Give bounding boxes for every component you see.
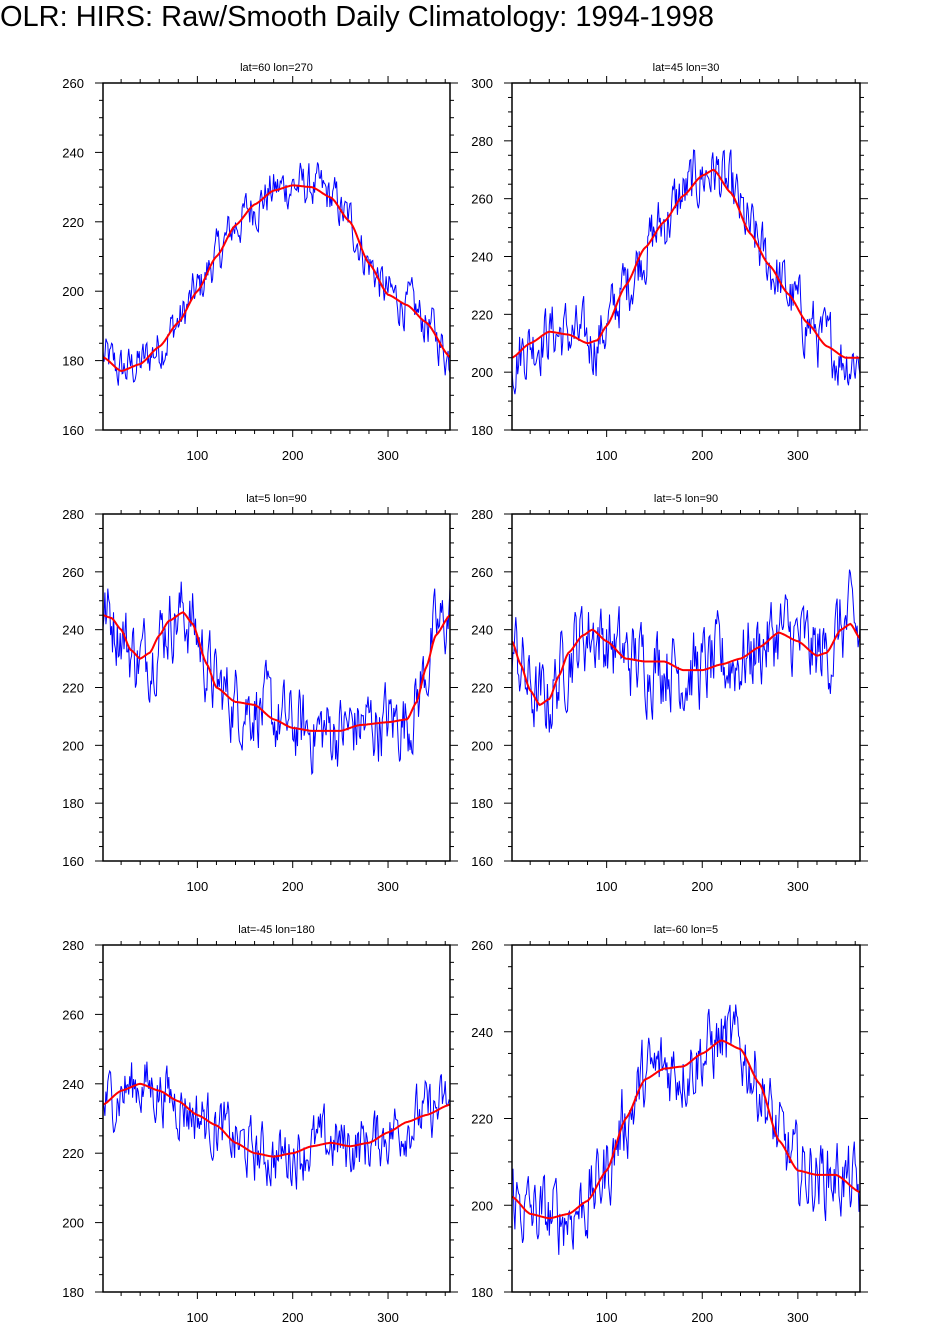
x-tick-label: 300 bbox=[377, 879, 399, 894]
smooth-series-line bbox=[102, 611, 451, 732]
y-tick-label: 200 bbox=[471, 738, 493, 753]
panel-5: lat=-45 lon=180 100 200 300 180 200 220 240 260 2… bbox=[62, 924, 458, 1325]
raw-series-line bbox=[511, 149, 861, 395]
y-tick-label: 180 bbox=[62, 796, 84, 811]
y-tick-label: 260 bbox=[471, 565, 493, 580]
x-tick-label: 100 bbox=[596, 1310, 618, 1325]
y-tick-label: 180 bbox=[471, 796, 493, 811]
y-tick-label: 240 bbox=[471, 1025, 493, 1040]
x-tick-label: 300 bbox=[377, 448, 399, 463]
chart-title: OLR: HIRS: Raw/Smooth Daily Climatology:… bbox=[0, 1, 715, 33]
raw-series-line bbox=[102, 162, 451, 386]
y-tick-label: 240 bbox=[62, 623, 84, 638]
panel-title: lat=-45 lon=180 bbox=[238, 924, 314, 936]
y-tick-label: 260 bbox=[62, 565, 84, 580]
y-tick-label: 160 bbox=[62, 854, 84, 869]
panel-2: lat=45 lon=30 100 200 300 180 200 220 240 260 280… bbox=[471, 62, 868, 463]
y-tick-label: 240 bbox=[471, 623, 493, 638]
y-tick-label: 180 bbox=[62, 354, 84, 369]
plot-frame bbox=[511, 82, 861, 431]
y-tick-label: 200 bbox=[62, 1216, 84, 1231]
smooth-series-line bbox=[511, 1039, 861, 1220]
y-tick-label: 200 bbox=[471, 1198, 493, 1213]
panel-3: lat=5 lon=90 100 200 300 160 180 200 220 240 260 2… bbox=[62, 493, 458, 894]
y-tick-label: 220 bbox=[471, 1112, 493, 1127]
x-tick-label: 300 bbox=[787, 448, 809, 463]
plot-frame bbox=[102, 513, 451, 862]
plot-frame bbox=[102, 82, 451, 431]
x-tick-label: 300 bbox=[787, 1310, 809, 1325]
panel-title: lat=-5 lon=90 bbox=[654, 493, 718, 505]
x-tick-label: 200 bbox=[282, 1310, 304, 1325]
y-tick-label: 280 bbox=[62, 507, 84, 522]
y-tick-label: 240 bbox=[62, 145, 84, 160]
x-tick-label: 300 bbox=[377, 1310, 399, 1325]
y-tick-label: 240 bbox=[471, 250, 493, 265]
y-tick-label: 160 bbox=[62, 423, 84, 438]
x-tick-label: 200 bbox=[691, 879, 713, 894]
smooth-series-line bbox=[511, 168, 860, 359]
x-tick-label: 200 bbox=[691, 448, 713, 463]
y-tick-label: 260 bbox=[62, 76, 84, 91]
y-tick-label: 220 bbox=[471, 307, 493, 322]
y-tick-label: 220 bbox=[471, 681, 493, 696]
y-tick-label: 280 bbox=[471, 134, 493, 149]
y-tick-label: 260 bbox=[471, 938, 493, 953]
raw-series-line bbox=[102, 581, 451, 776]
y-tick-label: 240 bbox=[62, 1077, 84, 1092]
y-tick-label: 200 bbox=[62, 738, 84, 753]
x-tick-label: 100 bbox=[187, 879, 209, 894]
x-tick-label: 200 bbox=[691, 1310, 713, 1325]
x-tick-label: 100 bbox=[187, 448, 209, 463]
x-tick-label: 100 bbox=[596, 879, 618, 894]
y-tick-label: 180 bbox=[471, 423, 493, 438]
x-tick-label: 300 bbox=[787, 879, 809, 894]
panel-title: lat=45 lon=30 bbox=[653, 62, 720, 74]
raw-series-line bbox=[511, 569, 861, 733]
y-tick-label: 180 bbox=[62, 1285, 84, 1300]
raw-series-line bbox=[511, 1004, 861, 1255]
panel-title: lat=-60 lon=5 bbox=[654, 924, 718, 936]
y-tick-label: 160 bbox=[471, 854, 493, 869]
x-tick-label: 200 bbox=[282, 448, 304, 463]
y-tick-label: 220 bbox=[62, 681, 84, 696]
y-tick-label: 200 bbox=[471, 365, 493, 380]
smooth-series-line bbox=[102, 184, 451, 373]
y-tick-label: 260 bbox=[471, 192, 493, 207]
y-tick-label: 280 bbox=[62, 938, 84, 953]
y-tick-label: 300 bbox=[471, 76, 493, 91]
panel-title: lat=5 lon=90 bbox=[246, 493, 307, 505]
y-tick-label: 280 bbox=[471, 507, 493, 522]
smooth-series-line bbox=[102, 1082, 451, 1158]
y-tick-label: 220 bbox=[62, 1146, 84, 1161]
panel-1: lat=60 lon=270 100 200 300 160 180 200 220 240 26… bbox=[62, 62, 458, 463]
y-tick-label: 180 bbox=[471, 1285, 493, 1300]
smooth-series-line bbox=[511, 622, 861, 707]
panel-6: lat=-60 lon=5 100 200 300 180 200 220 240 260 bbox=[471, 924, 868, 1325]
x-tick-label: 200 bbox=[282, 879, 304, 894]
raw-series-line bbox=[102, 1061, 451, 1190]
panel-4: lat=-5 lon=90 100 200 300 160 180 200 220 240 260… bbox=[471, 493, 868, 894]
y-tick-label: 220 bbox=[62, 215, 84, 230]
y-tick-label: 200 bbox=[62, 284, 84, 299]
x-tick-label: 100 bbox=[187, 1310, 209, 1325]
x-tick-label: 100 bbox=[596, 448, 618, 463]
y-tick-label: 260 bbox=[62, 1007, 84, 1022]
panel-title: lat=60 lon=270 bbox=[240, 62, 313, 74]
